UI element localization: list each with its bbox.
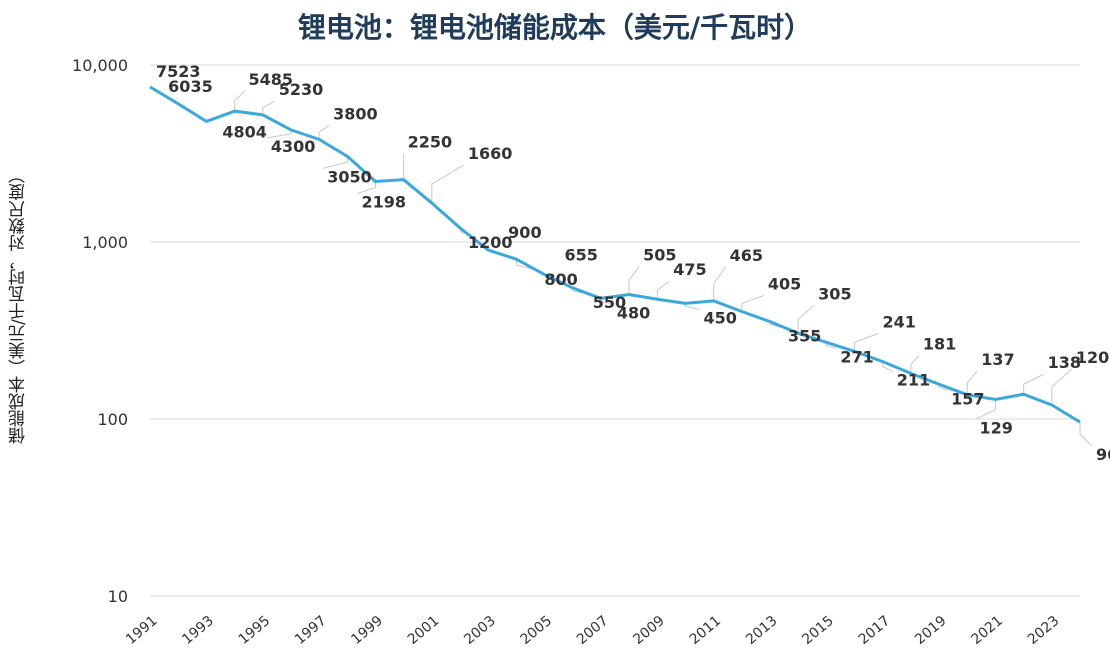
chart-title: 锂电池：锂电池储能成本（美元/千瓦时） [297,11,813,44]
label-leader-line [713,266,727,301]
x-axis-ticks: 1991 1993 1995 1997 1999 2001 2003 2005 2007 2009… [123,613,1062,648]
data-label: 7523 [156,62,201,81]
label-leader-line [234,90,245,112]
data-label: 405 [768,274,801,293]
data-label: 2198 [361,192,406,211]
data-label: 5485 [249,70,294,89]
x-tick-label: 1999 [348,613,386,648]
label-leader-line [910,355,920,374]
x-tick-label: 2017 [856,613,894,648]
data-label: 4804 [222,122,267,141]
label-leader-line [357,181,376,194]
label-leader-line [628,266,640,295]
grid-lines [150,64,1080,597]
data-series [149,85,1081,424]
data-label: 157 [951,389,984,408]
data-label: 4300 [271,137,316,156]
data-label: 138 [1048,353,1081,372]
data-label: 3800 [333,104,378,123]
x-tick-label: 2023 [1025,613,1063,648]
data-label: 5230 [279,80,324,99]
data-label: 3050 [327,167,372,186]
x-tick-label: 1997 [292,613,330,648]
label-leader-line [318,124,330,140]
label-leader-line [262,100,275,115]
x-tick-label: 2019 [912,613,950,648]
x-tick-label: 2001 [405,613,443,648]
label-leader-line [431,164,465,204]
data-label: 480 [617,303,650,322]
data-label: 271 [840,347,873,366]
label-leader-line [966,370,978,395]
data-label: 129 [979,418,1012,437]
data-label: 505 [643,246,676,265]
label-leader-line [882,361,893,373]
data-label: 137 [981,350,1014,369]
label-leader-line [854,332,879,352]
data-label: 96 [1096,445,1110,464]
data-label: 211 [897,371,930,390]
x-tick-label: 2013 [743,613,781,648]
label-leader-line [797,304,815,334]
y-axis-ticks: 10 100 1,000 10,000 [72,56,128,606]
x-tick-label: 2015 [799,613,837,648]
data-label: 355 [788,327,821,346]
x-tick-label: 2003 [461,613,499,648]
data-label: 6035 [168,77,213,96]
data-label: 1200 [468,233,513,252]
x-tick-label: 2009 [630,613,668,648]
data-label: 800 [544,270,577,289]
data-label: 120 [1076,348,1109,367]
label-leader-line [656,280,670,300]
data-label: 475 [673,260,706,279]
label-leader-line [741,295,764,312]
label-leader-line [1023,373,1044,395]
data-label: 465 [730,246,763,265]
data-label: 450 [703,308,736,327]
x-tick-label: 1995 [236,613,274,648]
data-label: 181 [923,334,956,353]
data-label: 550 [593,293,626,312]
x-tick-label: 2021 [968,613,1006,648]
y-tick-label: 1,000 [82,233,128,252]
label-leader-line [975,399,996,420]
data-label: 305 [818,284,851,303]
data-label: 241 [883,312,916,331]
x-tick-label: 2011 [687,613,725,648]
x-tick-label: 2007 [574,613,612,648]
x-tick-label: 1993 [179,613,217,648]
data-label: 1660 [468,144,513,163]
data-label: 2250 [408,133,453,152]
label-leader-line [1051,368,1073,405]
series-line [149,85,1081,424]
data-label: 655 [565,246,598,265]
label-leader-line [1079,422,1093,447]
x-tick-label: 1991 [123,613,161,648]
y-tick-label: 100 [97,410,128,429]
y-tick-label: 10 [108,587,128,606]
y-tick-label: 10,000 [72,56,128,75]
data-label: 900 [508,223,541,242]
x-tick-label: 2005 [518,613,556,648]
